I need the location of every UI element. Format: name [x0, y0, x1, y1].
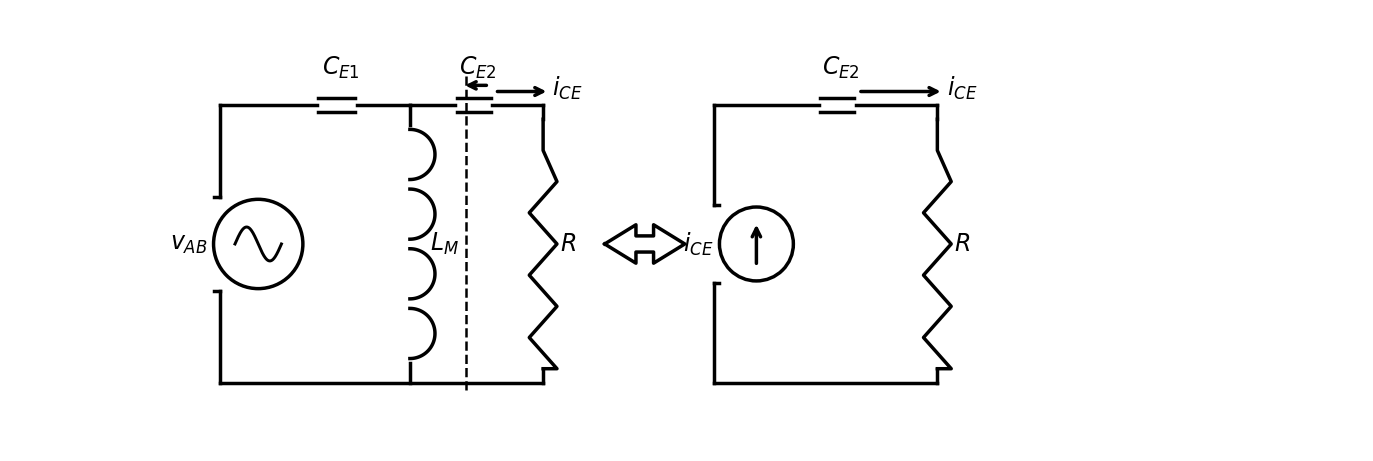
Text: $R$: $R$	[560, 232, 577, 256]
Text: $i_{CE}$: $i_{CE}$	[682, 230, 714, 258]
Text: $R$: $R$	[954, 232, 971, 256]
Text: $C_{E1}$: $C_{E1}$	[321, 54, 360, 81]
Text: $C_{E2}$: $C_{E2}$	[459, 54, 497, 81]
Text: $C_{E2}$: $C_{E2}$	[822, 54, 859, 81]
Text: $L_M$: $L_M$	[430, 231, 459, 257]
Text: $v_{AB}$: $v_{AB}$	[170, 232, 207, 256]
Text: $i_{CE}$: $i_{CE}$	[552, 75, 584, 102]
Text: $i_{CE}$: $i_{CE}$	[946, 75, 978, 102]
